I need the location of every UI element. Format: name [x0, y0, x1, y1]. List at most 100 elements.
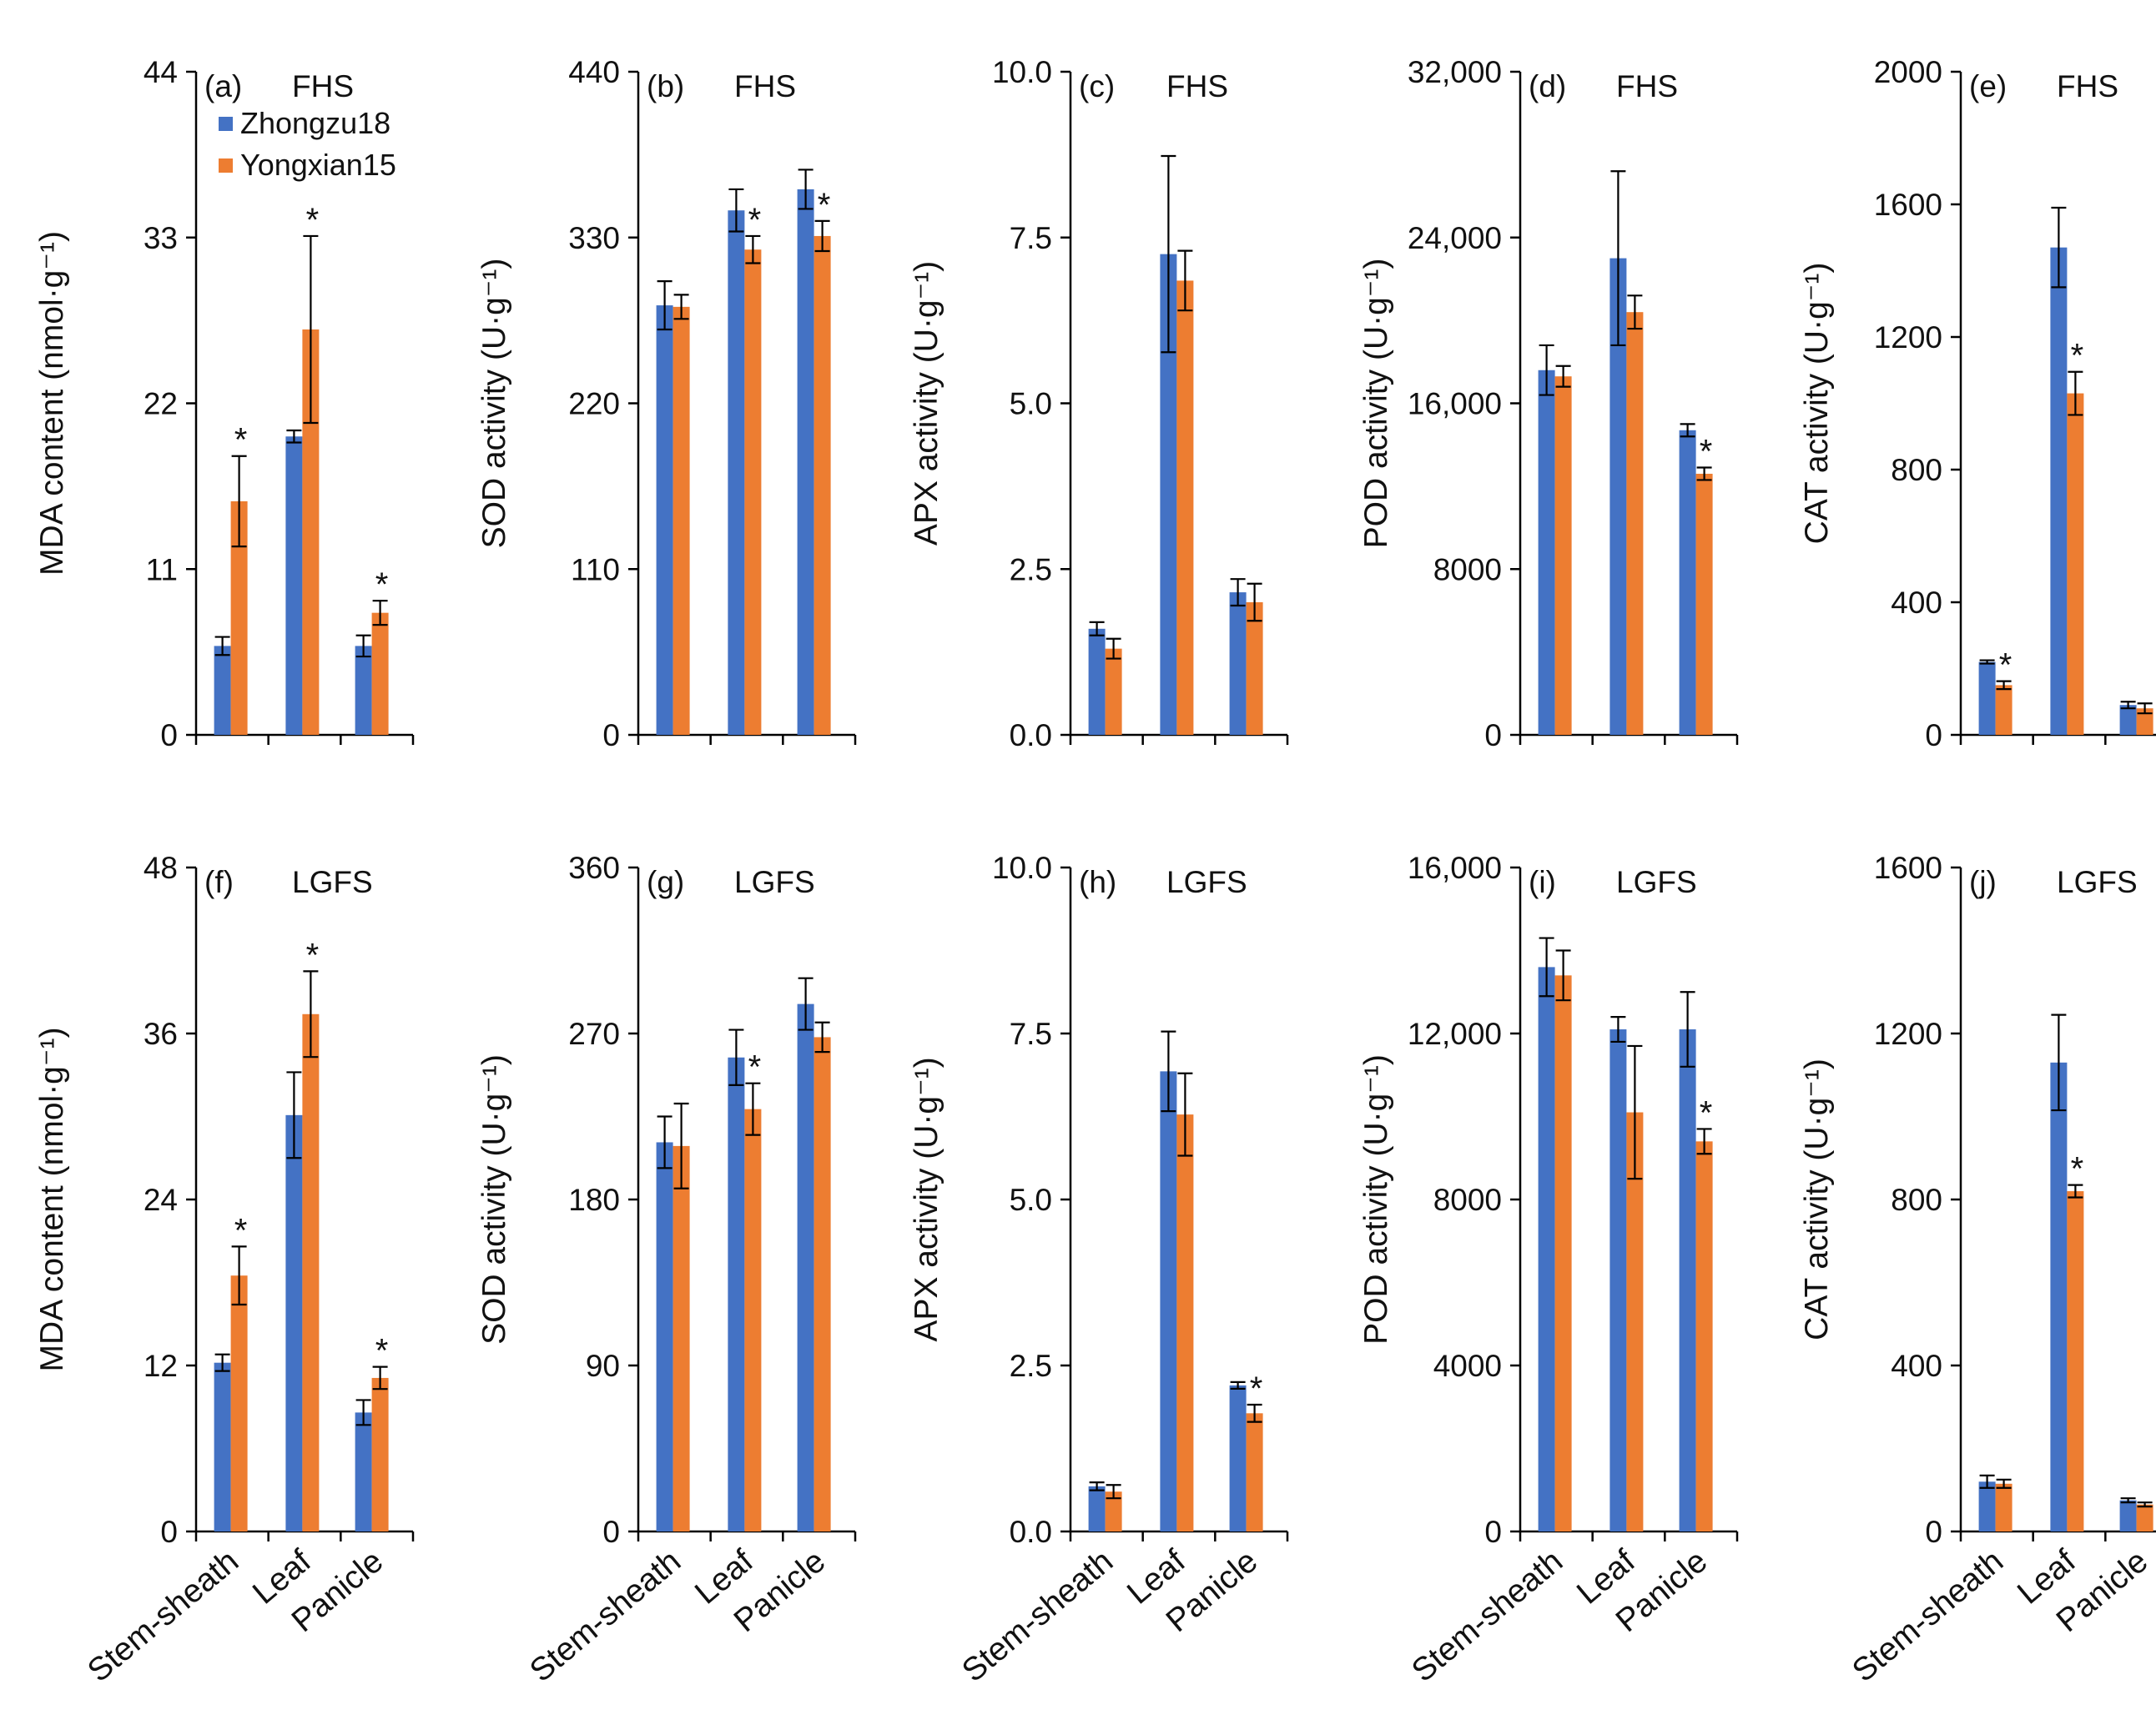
bar-yongxian15	[230, 1275, 248, 1531]
significance-star: *	[748, 1049, 762, 1086]
y-tick-label: 8000	[1433, 552, 1502, 586]
bar-yongxian15	[1626, 312, 1644, 735]
bar-zhongzu18	[728, 210, 745, 735]
y-tick-label: 24,000	[1408, 221, 1502, 255]
y-tick-label: 0	[1484, 718, 1502, 752]
bar-yongxian15	[1246, 1413, 1263, 1531]
y-tick-label: 2000	[1874, 55, 1942, 89]
bar-zhongzu18	[1978, 1481, 1996, 1531]
y-axis-label: APX activity (U·g⁻¹)	[909, 261, 945, 546]
bar-yongxian15	[371, 1377, 389, 1531]
significance-star: *	[1999, 647, 2012, 684]
y-tick-label: 36	[144, 1017, 178, 1051]
y-tick-label: 33	[144, 221, 178, 255]
panel-i: 0 4000 8000 12,000 16,000 POD activity (U·g⁻¹…	[1358, 851, 1739, 1689]
bar-zhongzu18	[1229, 1385, 1247, 1531]
bar-yongxian15	[672, 306, 690, 735]
y-tick-label: 1600	[1874, 188, 1942, 222]
stage-label: LGFS	[292, 865, 373, 899]
y-tick-label: 110	[571, 552, 620, 586]
category-label: Stem-sheath	[523, 1543, 688, 1689]
significance-star: *	[1700, 434, 1713, 470]
bar-zhongzu18	[214, 1362, 231, 1531]
bar-yongxian15	[814, 235, 831, 735]
bar-yongxian15	[672, 1145, 690, 1531]
bar-yongxian15	[1176, 280, 1194, 735]
stage-label: FHS	[734, 69, 796, 103]
legend-swatch	[219, 117, 233, 131]
stage-label: LGFS	[2057, 865, 2138, 899]
y-tick-label: 2.5	[1010, 552, 1052, 586]
bar-yongxian15	[1105, 648, 1122, 735]
y-tick-label: 5.0	[1010, 387, 1052, 421]
significance-star: *	[234, 1212, 248, 1249]
y-tick-label: 0	[1925, 718, 1942, 752]
bar-yongxian15	[2067, 1191, 2084, 1531]
bar-zhongzu18	[656, 1142, 673, 1531]
bar-yongxian15	[1995, 685, 2012, 735]
y-tick-label: 0	[602, 1515, 620, 1549]
panel-j: 0 400 800 1200 1600 CAT activity (U·g⁻¹) (j) LG…	[1799, 851, 2156, 1689]
bar-yongxian15	[1995, 1483, 2012, 1531]
y-axis-label: CAT activity (U·g⁻¹)	[1799, 1059, 1835, 1340]
bar-yongxian15	[1176, 1114, 1194, 1531]
panel-e: 0 400 800 1200 1600 2000 CAT activity (U·g⁻¹) (…	[1799, 55, 2156, 752]
panel-label: (b)	[647, 69, 684, 103]
y-tick-label: 330	[568, 221, 620, 255]
bar-yongxian15	[302, 329, 320, 735]
panel-h: 0.0 2.5 5.0 7.5 10.0 APX activity (U·g⁻¹) (h) L…	[909, 851, 1289, 1689]
y-tick-label: 1200	[1874, 1017, 1942, 1051]
y-axis-label: MDA content (nmol·g⁻¹)	[34, 1028, 70, 1372]
panel-label: (e)	[1969, 69, 2007, 103]
y-tick-label: 800	[1891, 453, 1942, 487]
category-label: Stem-sheath	[955, 1543, 1120, 1689]
panel-f: 0 12 24 36 48 MDA content (nmol·g⁻¹) (f) LGFS * *…	[34, 851, 415, 1689]
stage-label: LGFS	[1166, 865, 1247, 899]
y-tick-label: 440	[568, 55, 620, 89]
y-tick-label: 8000	[1433, 1183, 1502, 1217]
y-tick-label: 360	[568, 851, 620, 885]
legend-label: Zhongzu18	[240, 106, 390, 140]
bar-yongxian15	[371, 612, 389, 735]
category-label: Stem-sheath	[1846, 1543, 2010, 1689]
significance-star: *	[234, 422, 248, 459]
legend-swatch	[219, 158, 233, 173]
y-tick-label: 16,000	[1408, 387, 1502, 421]
bar-zhongzu18	[1538, 967, 1555, 1531]
stage-label: LGFS	[1616, 865, 1697, 899]
y-tick-label: 16,000	[1408, 851, 1502, 885]
significance-star: *	[818, 187, 831, 224]
y-tick-label: 24	[144, 1183, 178, 1217]
significance-star: *	[306, 937, 320, 973]
y-tick-label: 10.0	[992, 851, 1052, 885]
y-tick-label: 12	[144, 1349, 178, 1383]
stage-label: FHS	[1616, 69, 1678, 103]
bar-zhongzu18	[2050, 1062, 2068, 1531]
y-tick-label: 48	[144, 851, 178, 885]
legend-label: Yongxian15	[240, 148, 396, 182]
panel-a: 0 11 22 33 44 MDA content (nmol·g⁻¹) (a) FHS * * *	[34, 55, 415, 752]
bar-zhongzu18	[1088, 1486, 1106, 1531]
y-axis-label: SOD activity (U·g⁻¹)	[476, 259, 512, 549]
bar-zhongzu18	[1978, 661, 1996, 735]
bar-yongxian15	[1695, 1141, 1713, 1531]
bar-yongxian15	[1246, 602, 1263, 735]
y-tick-label: 220	[568, 387, 620, 421]
stage-label: FHS	[1166, 69, 1228, 103]
bar-zhongzu18	[1609, 1029, 1627, 1531]
bar-zhongzu18	[1538, 370, 1555, 735]
significance-star: *	[1700, 1094, 1713, 1131]
bar-zhongzu18	[1679, 1029, 1696, 1531]
bar-yongxian15	[230, 500, 248, 735]
y-axis-label: APX activity (U·g⁻¹)	[909, 1057, 945, 1341]
stage-label: FHS	[292, 69, 354, 103]
panel-b: 0 110 220 330 440 SOD activity (U·g⁻¹) (b) FHS *…	[476, 55, 857, 752]
y-tick-label: 0	[1484, 1515, 1502, 1549]
panel-c: 0.0 2.5 5.0 7.5 10.0 APX activity (U·g⁻¹) (c) F…	[909, 55, 1289, 752]
bar-zhongzu18	[2119, 705, 2137, 735]
legend: Zhongzu18 Yongxian15	[219, 106, 396, 182]
significance-star: *	[2071, 338, 2084, 375]
bar-zhongzu18	[656, 305, 673, 735]
stage-label: FHS	[2057, 69, 2118, 103]
